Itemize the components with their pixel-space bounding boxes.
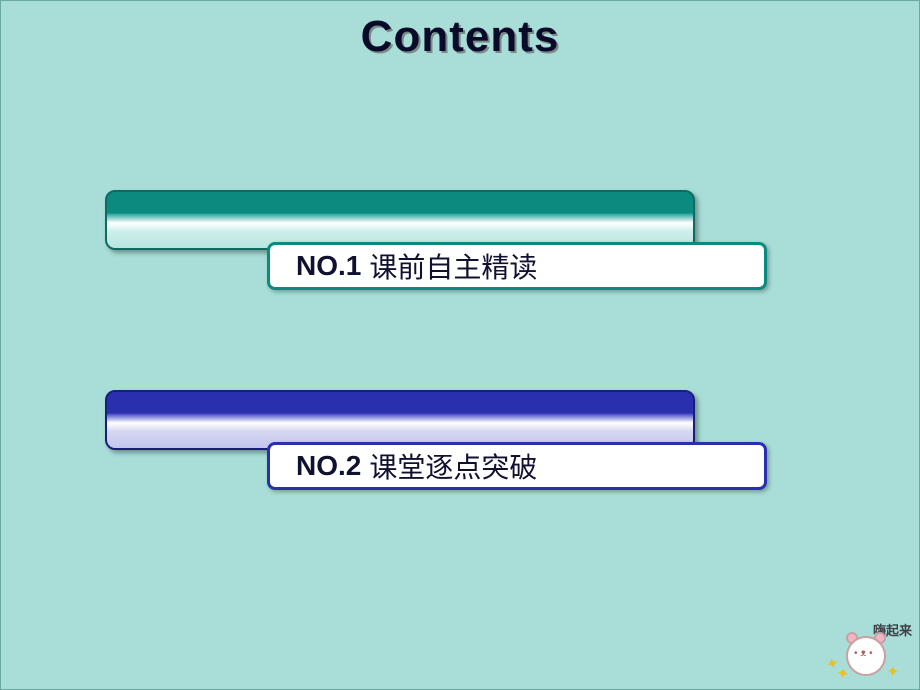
section-1-prefix: NO.1 — [296, 250, 361, 282]
section-1-box[interactable]: NO.1 课前自主精读 — [267, 242, 767, 290]
spark-icon: ✦ — [885, 661, 901, 683]
title-text: Contents — [361, 12, 560, 61]
section-2-label: 课堂逐点突破 — [369, 446, 537, 486]
section-2: NO.2 课堂逐点突破 — [105, 390, 815, 450]
page-title: Contents Contents — [0, 0, 920, 62]
spark-icon: ✦ — [834, 663, 851, 685]
section-1-bar — [105, 190, 695, 250]
section-1: NO.1 课前自主精读 — [105, 190, 815, 250]
section-1-label: 课前自主精读 — [369, 246, 537, 286]
bear-face: • ᴥ • — [854, 648, 873, 659]
section-2-box[interactable]: NO.2 课堂逐点突破 — [267, 442, 767, 490]
section-2-bar — [105, 390, 695, 450]
section-2-prefix: NO.2 — [296, 450, 361, 482]
mascot: 嗨起来 • ᴥ • ✦ ✦ ✦ — [822, 614, 912, 684]
slide-frame — [0, 0, 920, 690]
